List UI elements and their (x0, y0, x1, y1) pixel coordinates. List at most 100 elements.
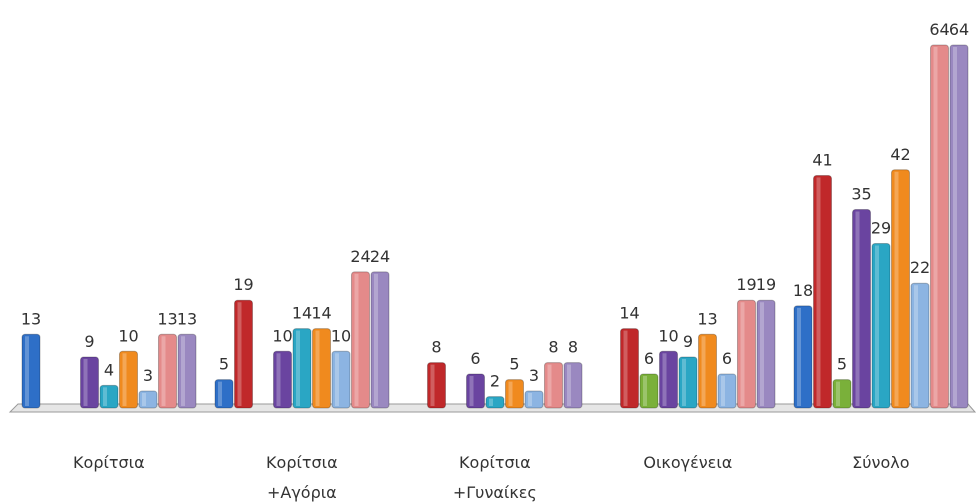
data-label: 10 (272, 326, 292, 345)
bar (80, 356, 99, 409)
bar-highlight (682, 358, 686, 406)
bar (292, 328, 312, 409)
data-label: 19 (233, 275, 253, 294)
bar-highlight (623, 330, 628, 406)
bar (717, 373, 737, 409)
bar (563, 362, 583, 409)
data-label: 29 (871, 219, 891, 238)
data-label: 10 (658, 326, 678, 345)
data-label: 8 (431, 338, 441, 357)
bar (659, 350, 678, 409)
data-label: 35 (851, 184, 871, 203)
bar (427, 362, 446, 409)
data-label: 19 (736, 275, 756, 294)
bar-highlight (122, 353, 127, 406)
data-label: 22 (910, 258, 930, 277)
bar-highlight (489, 398, 493, 406)
bar-highlight (103, 387, 107, 406)
bar (505, 379, 524, 409)
data-label: 6 (470, 349, 480, 368)
bar-highlight (797, 307, 801, 406)
data-label: 8 (548, 338, 558, 357)
bar (698, 333, 717, 409)
bar (756, 299, 776, 409)
x-tick-label: Οικογένεια (643, 453, 733, 472)
data-label: 13 (21, 309, 41, 328)
bar-highlight (547, 364, 552, 406)
bar-highlight (161, 336, 166, 406)
bar-highlight (855, 211, 860, 406)
bar-highlight (354, 273, 359, 406)
bar-highlight (83, 358, 88, 406)
x-tick-label: Κορίτσια +Αγόρια (266, 453, 338, 502)
bar-highlight (374, 273, 378, 406)
bar (544, 362, 563, 409)
data-label: 24 (350, 247, 370, 266)
data-label: 24 (370, 247, 390, 266)
data-label: 64 (929, 20, 949, 39)
bar (793, 305, 813, 409)
bar (119, 350, 138, 409)
data-label: 8 (568, 338, 578, 357)
bar-highlight (508, 381, 513, 406)
bar (620, 328, 639, 409)
x-tick-label: Σύνολο (852, 453, 910, 472)
bar (678, 356, 698, 409)
data-label: 4 (104, 360, 114, 379)
bar (312, 328, 331, 409)
bar (930, 44, 949, 409)
bar (138, 390, 158, 409)
bar-highlight (218, 381, 222, 406)
bar-highlight (25, 336, 29, 406)
bar-highlight (237, 302, 242, 406)
bar-highlight (643, 375, 647, 406)
data-label: 9 (683, 332, 693, 351)
bar-highlight (276, 353, 281, 406)
bar (891, 169, 910, 409)
x-tick-label: Κορίτσια +Γυναίκες (452, 453, 537, 502)
x-tick-label: Κορίτσια (73, 453, 145, 472)
bar-highlight (933, 47, 938, 406)
data-label: 14 (311, 304, 331, 323)
bar (177, 333, 197, 409)
data-label: 3 (143, 366, 153, 385)
bar-highlight (894, 171, 899, 406)
bar (21, 333, 41, 409)
data-label: 10 (331, 326, 351, 345)
bar-highlight (567, 364, 571, 406)
data-label: 41 (812, 150, 832, 169)
bar (949, 44, 969, 409)
bar (158, 333, 177, 409)
bar-highlight (875, 245, 879, 406)
bar (234, 299, 253, 409)
bar (351, 271, 370, 409)
bar-highlight (528, 392, 532, 406)
bar (331, 350, 351, 409)
bar (99, 384, 119, 409)
bar (813, 174, 832, 409)
bar-highlight (315, 330, 320, 406)
bar (852, 208, 871, 409)
data-label: 18 (793, 281, 813, 300)
bar (485, 396, 505, 409)
bar-highlight (721, 375, 725, 406)
data-label: 64 (949, 20, 969, 39)
data-label: 42 (890, 145, 910, 164)
data-label: 13 (697, 309, 717, 328)
bar-highlight (816, 177, 821, 406)
bar (524, 390, 544, 409)
data-label: 5 (219, 355, 229, 374)
data-label: 2 (490, 372, 500, 391)
data-label: 19 (756, 275, 776, 294)
bar-highlight (760, 302, 764, 406)
bar (466, 373, 485, 409)
data-label: 14 (619, 304, 639, 323)
bar (737, 299, 756, 409)
bar (273, 350, 292, 409)
bar-highlight (296, 330, 300, 406)
bar-highlight (335, 353, 339, 406)
data-label: 5 (837, 355, 847, 374)
bar (639, 373, 659, 409)
